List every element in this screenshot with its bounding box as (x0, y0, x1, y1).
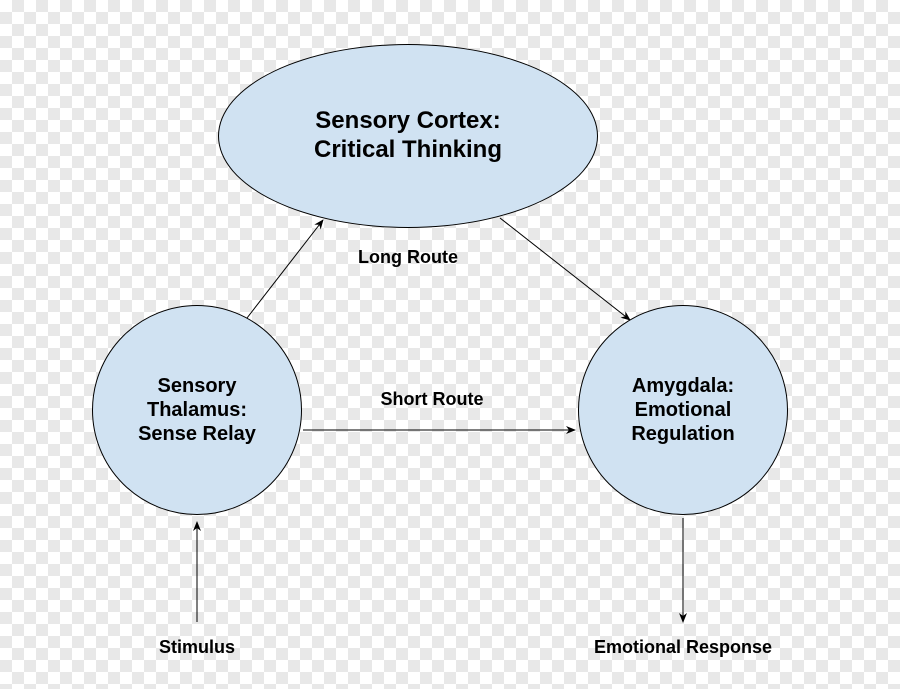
label-short-route: Short Route (282, 389, 582, 410)
node-amygdala-label: Amygdala: Emotional Regulation (603, 374, 763, 446)
label-long-route: Long Route (258, 247, 558, 268)
node-sensory-thalamus-label: Sensory Thalamus: Sense Relay (122, 374, 272, 446)
diagram-canvas: Sensory Cortex: Critical Thinking Sensor… (0, 0, 900, 689)
label-emotional-response: Emotional Response (533, 637, 833, 658)
label-stimulus: Stimulus (47, 637, 347, 658)
node-amygdala: Amygdala: Emotional Regulation (578, 305, 788, 515)
node-sensory-thalamus: Sensory Thalamus: Sense Relay (92, 305, 302, 515)
node-sensory-cortex: Sensory Cortex: Critical Thinking (218, 44, 598, 228)
node-sensory-cortex-label: Sensory Cortex: Critical Thinking (288, 107, 528, 165)
